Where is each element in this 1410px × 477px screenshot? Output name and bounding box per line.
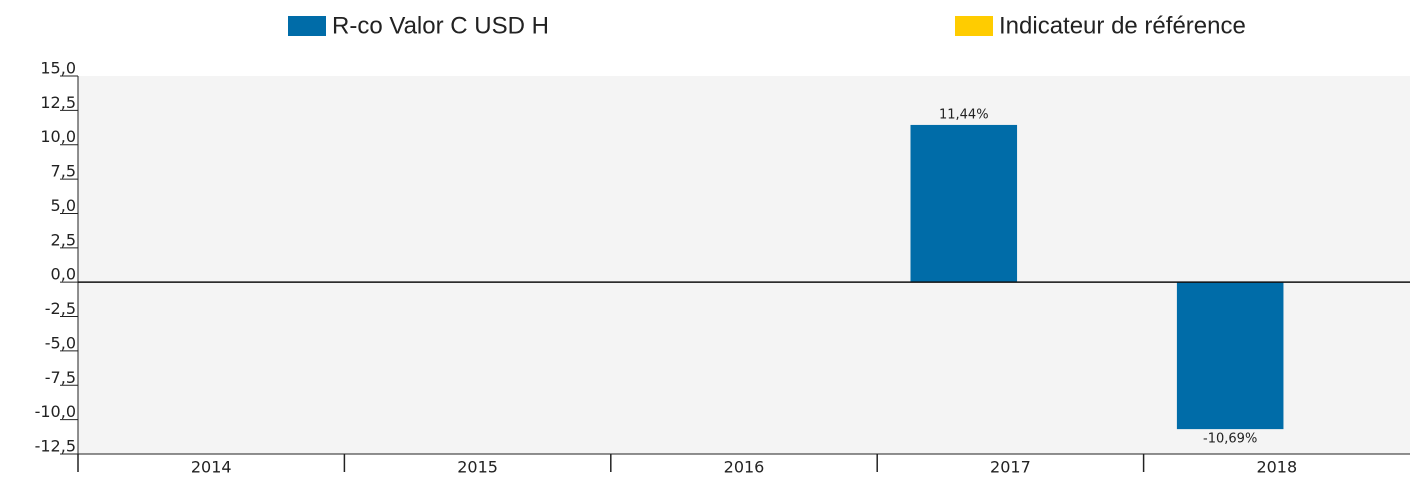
y-tick-label: 7,5 <box>51 162 76 181</box>
legend-label: Indicateur de référence <box>999 12 1246 39</box>
y-tick-label: -10,0 <box>35 402 76 421</box>
y-tick-label: 0,0 <box>51 265 76 284</box>
value-label: -10,69% <box>1203 432 1257 447</box>
x-tick-label: 2016 <box>724 458 765 477</box>
bar <box>1176 282 1284 430</box>
legend-label: R-co Valor C USD H <box>332 12 549 39</box>
y-tick-label: 2,5 <box>51 230 76 249</box>
y-tick-label: -2,5 <box>45 299 76 318</box>
x-tick-label: 2014 <box>191 458 232 477</box>
y-tick-label: 5,0 <box>51 196 76 215</box>
x-tick-label: 2017 <box>990 458 1031 477</box>
x-tick-label: 2015 <box>457 458 498 477</box>
y-tick-label: -12,5 <box>35 437 76 456</box>
legend-swatch <box>288 16 326 36</box>
legend-swatch <box>955 16 993 36</box>
y-tick-label: 10,0 <box>40 127 76 146</box>
y-tick-label: 15,0 <box>40 59 76 78</box>
bar <box>910 124 1018 283</box>
y-tick-label: -7,5 <box>45 368 76 387</box>
x-tick-label: 2018 <box>1256 458 1297 477</box>
value-label: 11,44% <box>939 107 989 122</box>
y-tick-label: 12,5 <box>40 93 76 112</box>
y-tick-label: -5,0 <box>45 333 76 352</box>
